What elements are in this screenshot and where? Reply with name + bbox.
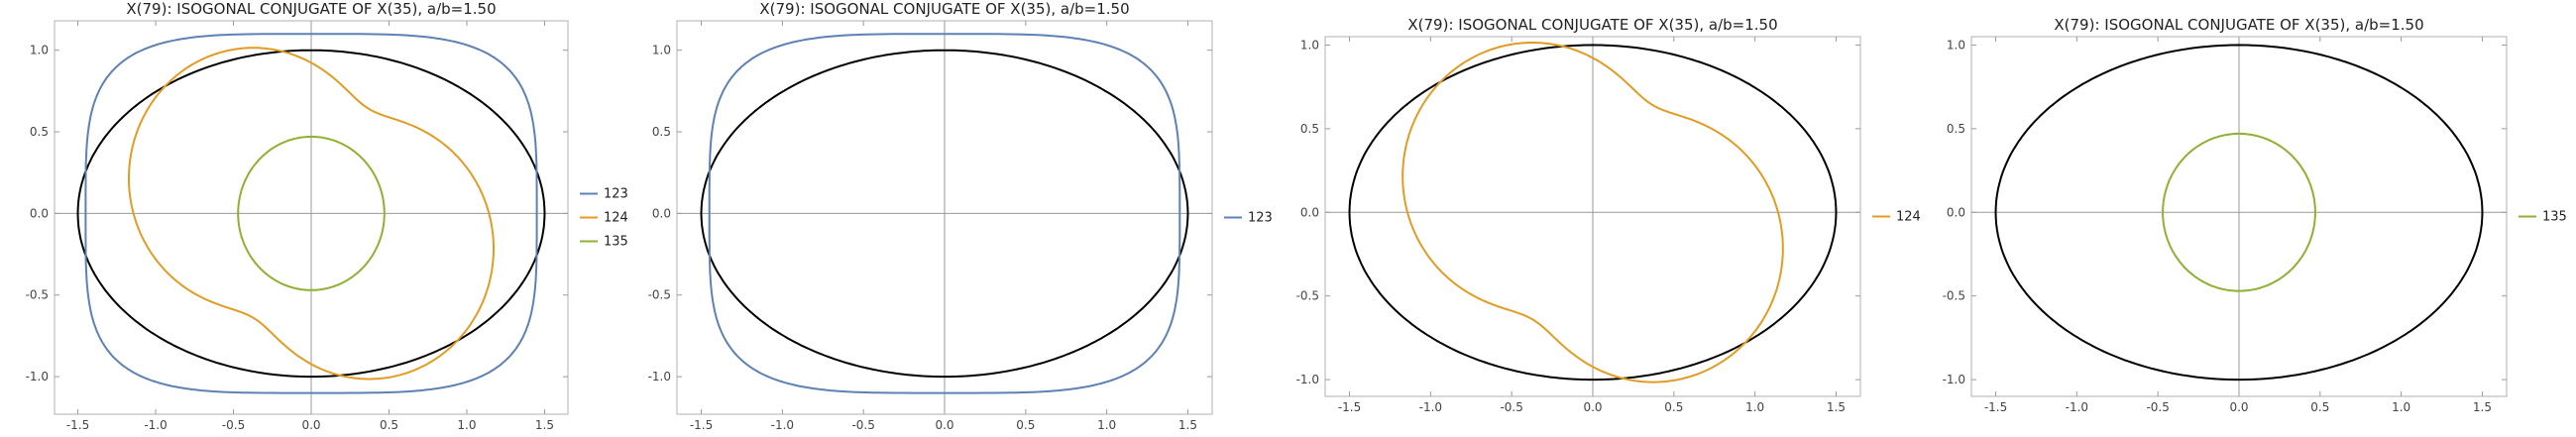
y-tick-label: -0.5 [26,288,49,302]
y-tick-label: 0.0 [30,206,49,220]
x-tick-label: -0.5 [1500,400,1522,414]
legend-label-124: 124 [1896,210,1921,225]
chart-panel-2: X(79): ISOGONAL CONJUGATE OF X(35), a/b=… [648,0,1273,432]
series-123-curve [708,33,1181,394]
chart-title: X(79): ISOGONAL CONJUGATE OF X(35), a/b=… [2054,16,2423,34]
reference-ellipse [76,49,546,379]
reference-ellipse [1994,44,2484,382]
x-tick-label: 1.0 [2392,400,2410,414]
x-tick-label: 0.0 [935,418,953,432]
legend-label-123: 123 [1248,211,1273,226]
x-tick-label: 0.5 [1664,400,1683,414]
x-tick-label: 0.5 [380,418,398,432]
reference-ellipse [1348,44,1838,382]
series-123-curve [84,33,538,394]
y-tick-label: -0.5 [1943,289,1965,303]
x-tick-label: -0.5 [851,418,874,432]
x-tick-label: 0.5 [1016,418,1035,432]
series-135-curve [237,136,386,291]
y-tick-label: -1.0 [1296,373,1319,386]
y-tick-label: 1.0 [1947,38,1965,52]
x-tick-label: -1.5 [1984,400,2007,414]
y-tick-label: 0.5 [1300,122,1319,136]
x-tick-label: -1.0 [771,418,794,432]
x-tick-label: -1.0 [1419,400,1442,414]
x-tick-label: 1.5 [2473,400,2492,414]
x-tick-label: 0.0 [2229,400,2248,414]
x-tick-label: 1.5 [1827,400,1846,414]
legend-label-124: 124 [604,211,628,226]
y-tick-label: 0.5 [30,125,49,139]
x-tick-label: 0.0 [1583,400,1602,414]
x-tick-label: -1.5 [690,418,713,432]
reference-ellipse [700,49,1189,379]
x-tick-label: 1.0 [1097,418,1116,432]
x-tick-label: 0.5 [2310,400,2329,414]
series-135-curve [2162,132,2316,292]
y-tick-label: -0.5 [648,288,671,302]
y-tick-label: 0.5 [1947,122,1965,136]
chart-title: X(79): ISOGONAL CONJUGATE OF X(35), a/b=… [126,0,496,18]
chart-title: X(79): ISOGONAL CONJUGATE OF X(35), a/b=… [759,0,1129,18]
y-tick-label: -1.0 [26,370,49,383]
series-124-curve [128,47,495,381]
x-tick-label: -0.5 [2146,400,2169,414]
x-tick-label: 1.5 [1178,418,1197,432]
chart-panel-3: X(79): ISOGONAL CONJUGATE OF X(35), a/b=… [1296,16,1921,414]
y-tick-label: -1.0 [648,370,671,383]
y-tick-label: 1.0 [30,44,49,57]
series-124-curve [1401,42,1784,383]
chart-title: X(79): ISOGONAL CONJUGATE OF X(35), a/b=… [1407,16,1777,34]
y-tick-label: 0.0 [652,206,671,220]
chart-panel-1: X(79): ISOGONAL CONJUGATE OF X(35), a/b=… [26,0,628,432]
x-tick-label: 1.5 [535,418,554,432]
chart-panel-4: X(79): ISOGONAL CONJUGATE OF X(35), a/b=… [1943,16,2567,414]
legend-label-135: 135 [2542,210,2567,225]
y-tick-label: 0.0 [1947,205,1965,219]
legend-label-135: 135 [604,235,628,250]
x-tick-label: 1.0 [1745,400,1764,414]
x-tick-label: -1.5 [66,418,89,432]
y-tick-label: -1.0 [1943,373,1965,386]
x-tick-label: 0.0 [301,418,320,432]
x-tick-label: -0.5 [222,418,245,432]
x-tick-label: -1.0 [2066,400,2088,414]
y-tick-label: -0.5 [1296,289,1319,303]
x-tick-label: -1.0 [144,418,167,432]
legend-label-123: 123 [604,187,628,202]
y-tick-label: 0.0 [1300,205,1319,219]
y-tick-label: 1.0 [652,44,671,57]
x-tick-label: 1.0 [457,418,476,432]
x-tick-label: -1.5 [1338,400,1361,414]
y-tick-label: 0.5 [652,125,671,139]
y-tick-label: 1.0 [1300,38,1319,52]
